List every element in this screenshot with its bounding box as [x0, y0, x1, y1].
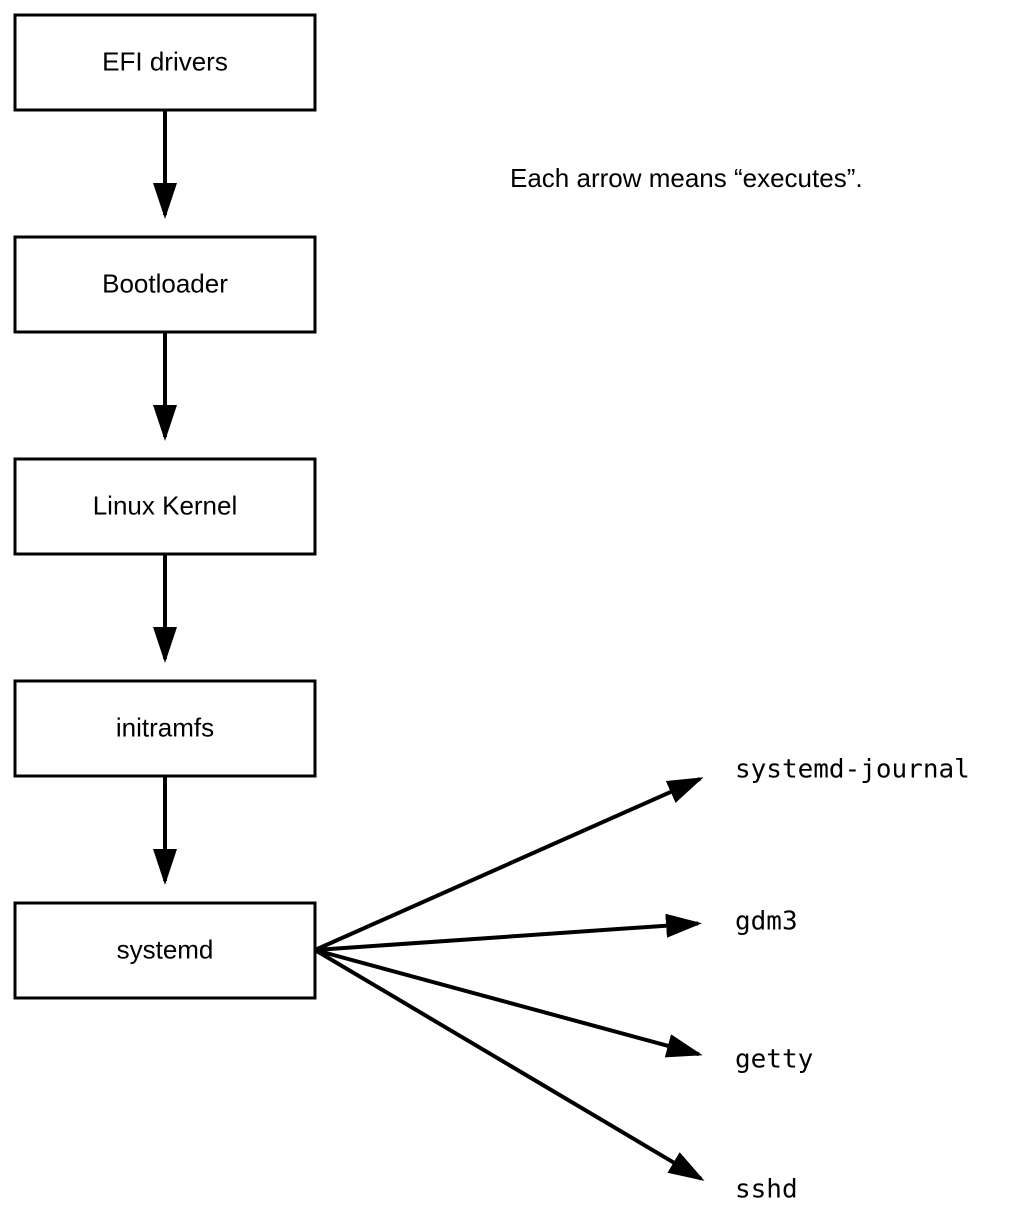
node-systemd: systemd: [15, 903, 315, 998]
node-kernel: Linux Kernel: [15, 459, 315, 554]
edge-systemd-to-gdm3: [315, 924, 698, 950]
target-journal-label: systemd-journal: [735, 755, 970, 785]
node-bootloader: Bootloader: [15, 237, 315, 332]
target-gdm3-label: gdm3: [735, 907, 798, 937]
node-efi-label: EFI drivers: [102, 46, 228, 76]
node-initramfs: initramfs: [15, 681, 315, 776]
diagram-caption: Each arrow means “executes”.: [510, 163, 863, 193]
node-kernel-label: Linux Kernel: [93, 490, 238, 520]
edge-systemd-to-sshd: [315, 950, 701, 1179]
node-bootloader-label: Bootloader: [102, 268, 228, 298]
node-initramfs-label: initramfs: [116, 712, 214, 742]
boot-flowchart: EFI drivers Bootloader Linux Kernel initram…: [0, 0, 1023, 1230]
target-getty-label: getty: [735, 1045, 813, 1075]
edge-systemd-to-journal: [315, 779, 700, 950]
node-systemd-label: systemd: [117, 934, 214, 964]
node-efi: EFI drivers: [15, 15, 315, 110]
target-sshd-label: sshd: [735, 1175, 798, 1205]
edge-systemd-to-getty: [315, 950, 699, 1054]
